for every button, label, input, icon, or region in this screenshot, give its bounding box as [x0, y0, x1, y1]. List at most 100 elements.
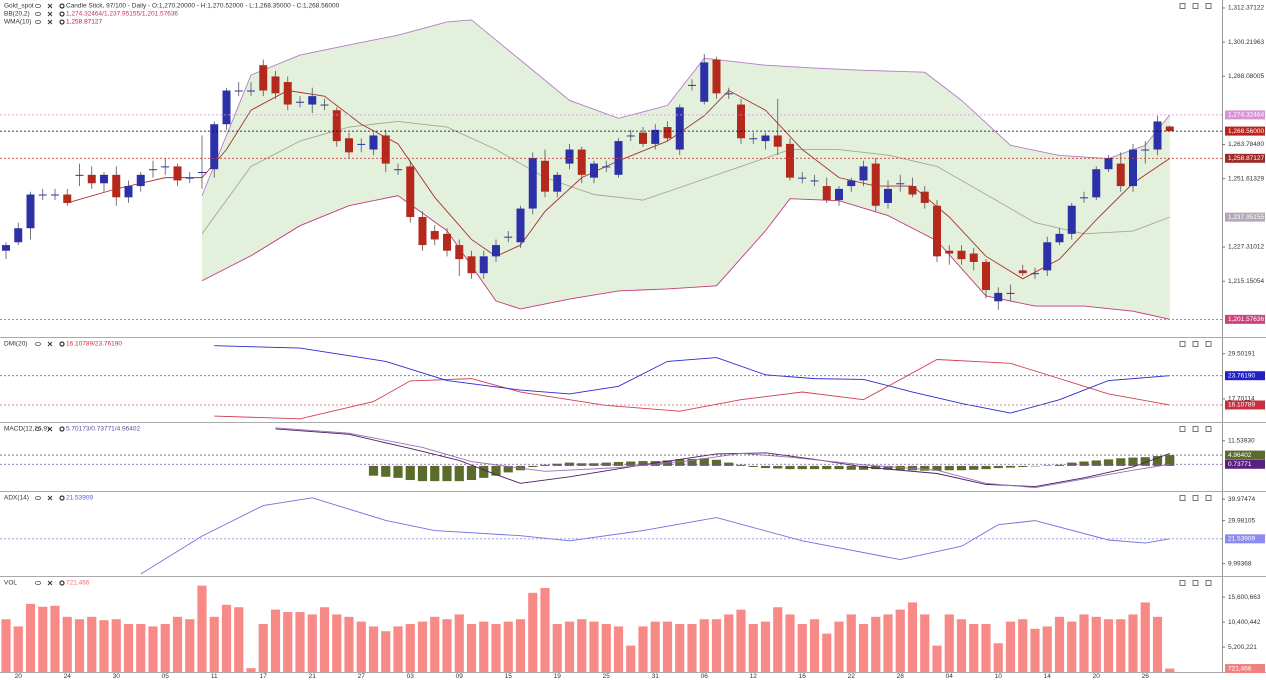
- window-icon: [1205, 426, 1212, 432]
- bar: [1054, 616, 1065, 672]
- value-box: [1225, 371, 1265, 381]
- bar: [503, 621, 513, 672]
- x-tick-label: 06: [701, 673, 709, 680]
- value-box-label: 1,268.56000: [1228, 128, 1265, 135]
- bar: [1116, 619, 1126, 672]
- candle-body: [688, 84, 696, 86]
- x-tick-label: 16: [799, 673, 807, 680]
- bar: [368, 626, 379, 672]
- bar: [13, 626, 23, 672]
- bar: [160, 624, 170, 672]
- bar: [920, 614, 930, 672]
- bar: [368, 465, 379, 476]
- x-tick-label: 20: [1093, 673, 1101, 680]
- candle-body: [1055, 233, 1064, 243]
- x-tick-label: 15: [505, 673, 513, 680]
- x-tick-label: 27: [358, 673, 366, 680]
- candle-body: [418, 216, 427, 246]
- bar: [430, 465, 440, 482]
- bar: [993, 465, 1003, 469]
- bar: [981, 465, 991, 470]
- window-icon: [1192, 580, 1199, 586]
- bar: [234, 607, 244, 672]
- y-tick-label: 1,227.31012: [1228, 244, 1265, 251]
- y-tick-label: 29.98105: [1228, 517, 1255, 524]
- candle-body: [320, 104, 329, 106]
- candle-body: [577, 149, 586, 175]
- candle-body: [1080, 197, 1088, 199]
- bar: [479, 621, 489, 672]
- candle-body: [345, 138, 353, 153]
- bar: [711, 459, 722, 466]
- candle-body: [663, 127, 672, 139]
- y-tick-label: 39.97474: [1228, 496, 1255, 503]
- line: [201, 120, 1170, 235]
- candle-body: [247, 90, 255, 92]
- bar: [1005, 465, 1016, 468]
- candle-body: [700, 62, 709, 102]
- x-tick-label: 12: [750, 673, 758, 680]
- candle-body: [1067, 205, 1076, 234]
- candle-body: [1031, 273, 1039, 275]
- bar: [638, 461, 648, 466]
- bar: [871, 616, 881, 672]
- bar: [969, 465, 979, 470]
- remove-icon: [47, 19, 53, 25]
- bar: [589, 621, 599, 672]
- bar: [626, 461, 636, 466]
- bar: [1091, 616, 1101, 672]
- bar: [564, 621, 575, 672]
- bar: [638, 626, 648, 672]
- candle-body: [859, 166, 868, 181]
- candle-body: [639, 132, 647, 144]
- x-tick-label: 26: [1142, 673, 1150, 680]
- bar: [356, 621, 366, 672]
- panel: [275, 427, 1175, 489]
- bar: [454, 614, 464, 672]
- candle-body: [479, 256, 488, 274]
- bar: [883, 614, 893, 672]
- candle-body: [1165, 126, 1174, 132]
- bar: [50, 605, 60, 672]
- bar: [405, 624, 415, 672]
- panel: [140, 497, 1170, 575]
- bar: [1140, 602, 1150, 672]
- candle-body: [259, 65, 268, 91]
- candle-body: [2, 245, 10, 251]
- remove-icon: [47, 580, 53, 586]
- line: [214, 345, 1170, 414]
- bar: [797, 465, 807, 470]
- x-tick-label: 30: [113, 673, 121, 680]
- bar: [111, 619, 121, 672]
- bar: [724, 614, 734, 672]
- window-icon: [1192, 426, 1199, 432]
- candle-body: [124, 186, 133, 198]
- candle-body: [308, 96, 317, 105]
- overlay-value: 1,258.87127: [66, 19, 103, 26]
- candle-body: [430, 231, 439, 240]
- eye-icon: [35, 426, 42, 431]
- panel: [214, 345, 1170, 420]
- bar: [393, 465, 403, 478]
- bar: [883, 465, 893, 470]
- bar: [528, 465, 538, 467]
- bar: [601, 462, 611, 466]
- panel-subtitle: Candle Stick, 97/100 - Daily - O:1,270.2…: [66, 3, 340, 10]
- overlay-label: BB(20,2): [4, 11, 30, 18]
- candle-body: [626, 135, 635, 137]
- line: [201, 19, 1171, 196]
- candle-body: [87, 174, 96, 184]
- candle-body: [234, 90, 243, 92]
- bar: [760, 621, 771, 672]
- bar: [626, 645, 636, 672]
- candle-body: [675, 107, 684, 150]
- x-tick-label: 14: [1044, 673, 1052, 680]
- candle-body: [773, 135, 782, 147]
- candle-body: [369, 135, 378, 150]
- bar: [62, 616, 72, 672]
- bar: [552, 624, 562, 672]
- candle-body: [1141, 149, 1150, 151]
- eye-icon: [35, 19, 42, 24]
- candle-body: [822, 186, 831, 201]
- value-box-label: 16.10789: [1228, 402, 1255, 409]
